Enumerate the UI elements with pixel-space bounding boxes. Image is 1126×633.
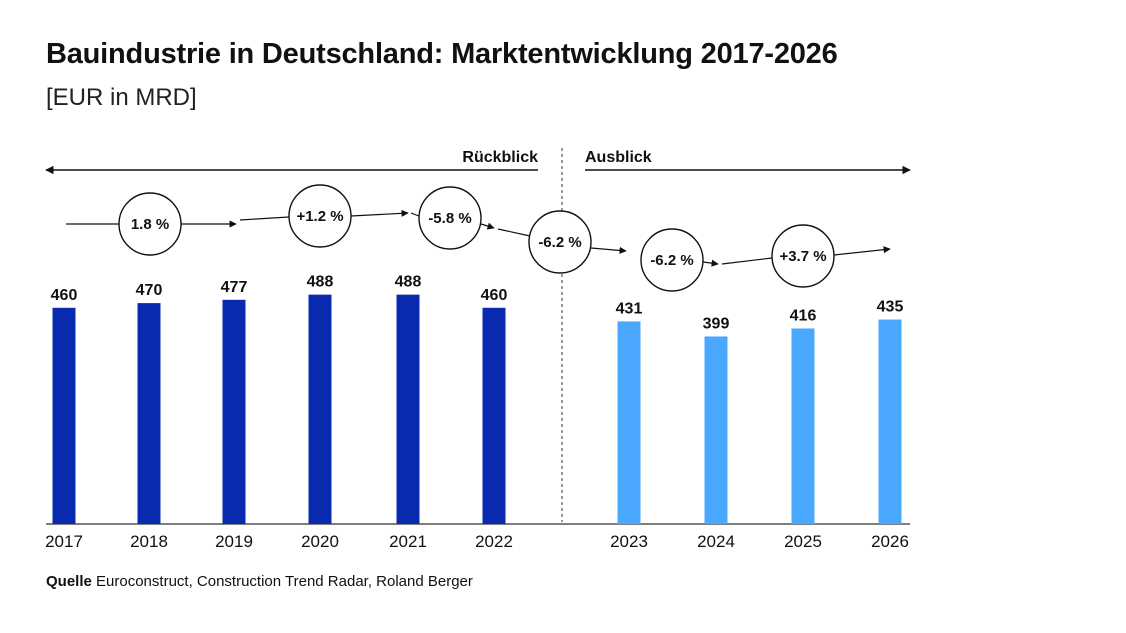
- tick-labels-group: 2017 2018 2019 2020 2021 2022 2023 2024 2025 2026: [45, 532, 909, 551]
- tick-label-2023: 2023: [610, 532, 648, 551]
- tick-label-2019: 2019: [215, 532, 253, 551]
- growth-connector-6: [497, 228, 531, 237]
- chart-title: Bauindustrie in Deutschland: Marktentwic…: [46, 38, 838, 70]
- growth-circle-5: [771, 224, 835, 288]
- value-label-2017: 460: [51, 287, 78, 304]
- source-label: Quelle: [46, 573, 92, 590]
- growth-label-1: +1.2 %: [296, 208, 343, 225]
- growth-circle-2: [418, 186, 482, 250]
- growth-label-2: -5.8 %: [428, 210, 471, 227]
- growth-connector-5: [480, 222, 495, 230]
- growth-label-0: 1.8 %: [131, 216, 169, 233]
- bar-2024: [704, 336, 728, 524]
- bar-2025: [791, 328, 815, 524]
- value-label-2024: 399: [703, 315, 730, 332]
- growth-label-3: -6.2 %: [538, 234, 581, 251]
- value-label-2020: 488: [307, 274, 334, 291]
- growth-circle-4: [640, 228, 704, 292]
- tick-label-2025: 2025: [784, 532, 822, 551]
- chart-subtitle: [EUR in MRD]: [46, 84, 197, 111]
- tick-label-2021: 2021: [389, 532, 427, 551]
- value-label-2018: 470: [136, 282, 163, 299]
- growth-connector-7: [590, 246, 627, 255]
- value-label-2021: 488: [395, 274, 422, 291]
- growth-connector-4: [410, 212, 420, 217]
- value-labels-group: 460 470 477 488 488 460 431 399 416 435: [51, 274, 904, 333]
- value-label-2025: 416: [790, 307, 817, 324]
- value-label-2023: 431: [616, 300, 643, 317]
- ausblick-label: Ausblick: [585, 149, 652, 166]
- value-label-2019: 477: [221, 279, 248, 296]
- source-note: Quelle Euroconstruct, Construction Trend…: [46, 573, 473, 590]
- growth-connector-2: [239, 216, 290, 221]
- growth-connector-8: [702, 259, 719, 267]
- bar-2026: [878, 319, 902, 524]
- value-label-2026: 435: [877, 299, 904, 316]
- source-text: Euroconstruct, Construction Trend Radar,…: [96, 573, 473, 590]
- growth-connector-9: [721, 257, 773, 265]
- growth-connector-3: [350, 209, 409, 217]
- tick-label-2017: 2017: [45, 532, 83, 551]
- value-label-2022: 460: [481, 287, 508, 304]
- tick-label-2022: 2022: [475, 532, 513, 551]
- growth-label-4: -6.2 %: [650, 252, 693, 269]
- tick-label-2020: 2020: [301, 532, 339, 551]
- tick-label-2018: 2018: [130, 532, 168, 551]
- growth-circle-0: [118, 192, 182, 256]
- bar-2020: [308, 294, 332, 524]
- bar-2021: [396, 294, 420, 524]
- bar-2018: [137, 303, 161, 524]
- tick-label-2026: 2026: [871, 532, 909, 551]
- growth-connector-10: [833, 246, 891, 256]
- growth-annotations-group: 1.8 % +1.2 % -5.8 % -6.2 % -6.2 % +3.7 %: [66, 184, 891, 292]
- rueckblick-label: Rückblick: [462, 149, 538, 166]
- bar-2022: [482, 307, 506, 524]
- growth-circle-1: [288, 184, 352, 248]
- bars-group: [52, 294, 902, 524]
- growth-circle-3: [528, 210, 592, 274]
- bar-2019: [222, 299, 246, 524]
- tick-label-2024: 2024: [697, 532, 735, 551]
- bar-2017: [52, 307, 76, 524]
- growth-label-5: +3.7 %: [779, 248, 826, 265]
- bar-2023: [617, 321, 641, 524]
